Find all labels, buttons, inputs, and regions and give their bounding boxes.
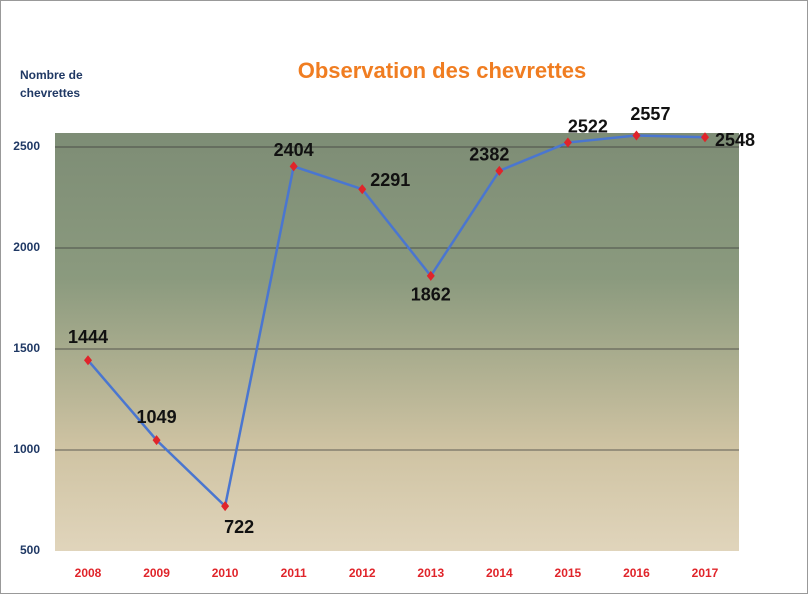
y-axis-label: Nombre de chevrettes: [20, 66, 110, 102]
data-label: 2291: [370, 170, 410, 190]
y-tick-label: 2000: [13, 240, 40, 254]
x-tick-label: 2015: [555, 566, 582, 580]
chart: Observation des chevrettes 500 1000 1500 20…: [0, 0, 809, 595]
data-label: 1862: [411, 285, 451, 305]
x-tick-label: 2009: [143, 566, 170, 580]
data-label: 1444: [68, 327, 108, 347]
data-label: 2404: [274, 140, 314, 160]
x-tick-label: 2012: [349, 566, 376, 580]
x-tick-label: 2016: [623, 566, 650, 580]
y-tick-label: 500: [20, 543, 40, 557]
y-tick-label: 2500: [13, 139, 40, 153]
data-label: 2557: [630, 104, 670, 124]
x-tick-label: 2014: [486, 566, 513, 580]
y-tick-label: 1500: [13, 341, 40, 355]
x-tick-label: 2008: [75, 566, 102, 580]
x-tick-label: 2010: [212, 566, 239, 580]
x-tick-label: 2011: [281, 566, 307, 580]
page: Observation des chevrettes 500 1000 1500 20…: [0, 0, 809, 595]
x-tick-label: 2017: [692, 566, 719, 580]
data-label: 2382: [469, 145, 509, 165]
data-label: 2522: [568, 116, 608, 136]
chart-title: Observation des chevrettes: [298, 58, 587, 83]
data-label: 722: [224, 517, 254, 537]
data-label: 2548: [715, 130, 755, 150]
y-tick-label: 1000: [13, 442, 40, 456]
x-tick-label: 2013: [417, 566, 444, 580]
data-label: 1049: [137, 407, 177, 427]
background-photo: [55, 133, 739, 551]
